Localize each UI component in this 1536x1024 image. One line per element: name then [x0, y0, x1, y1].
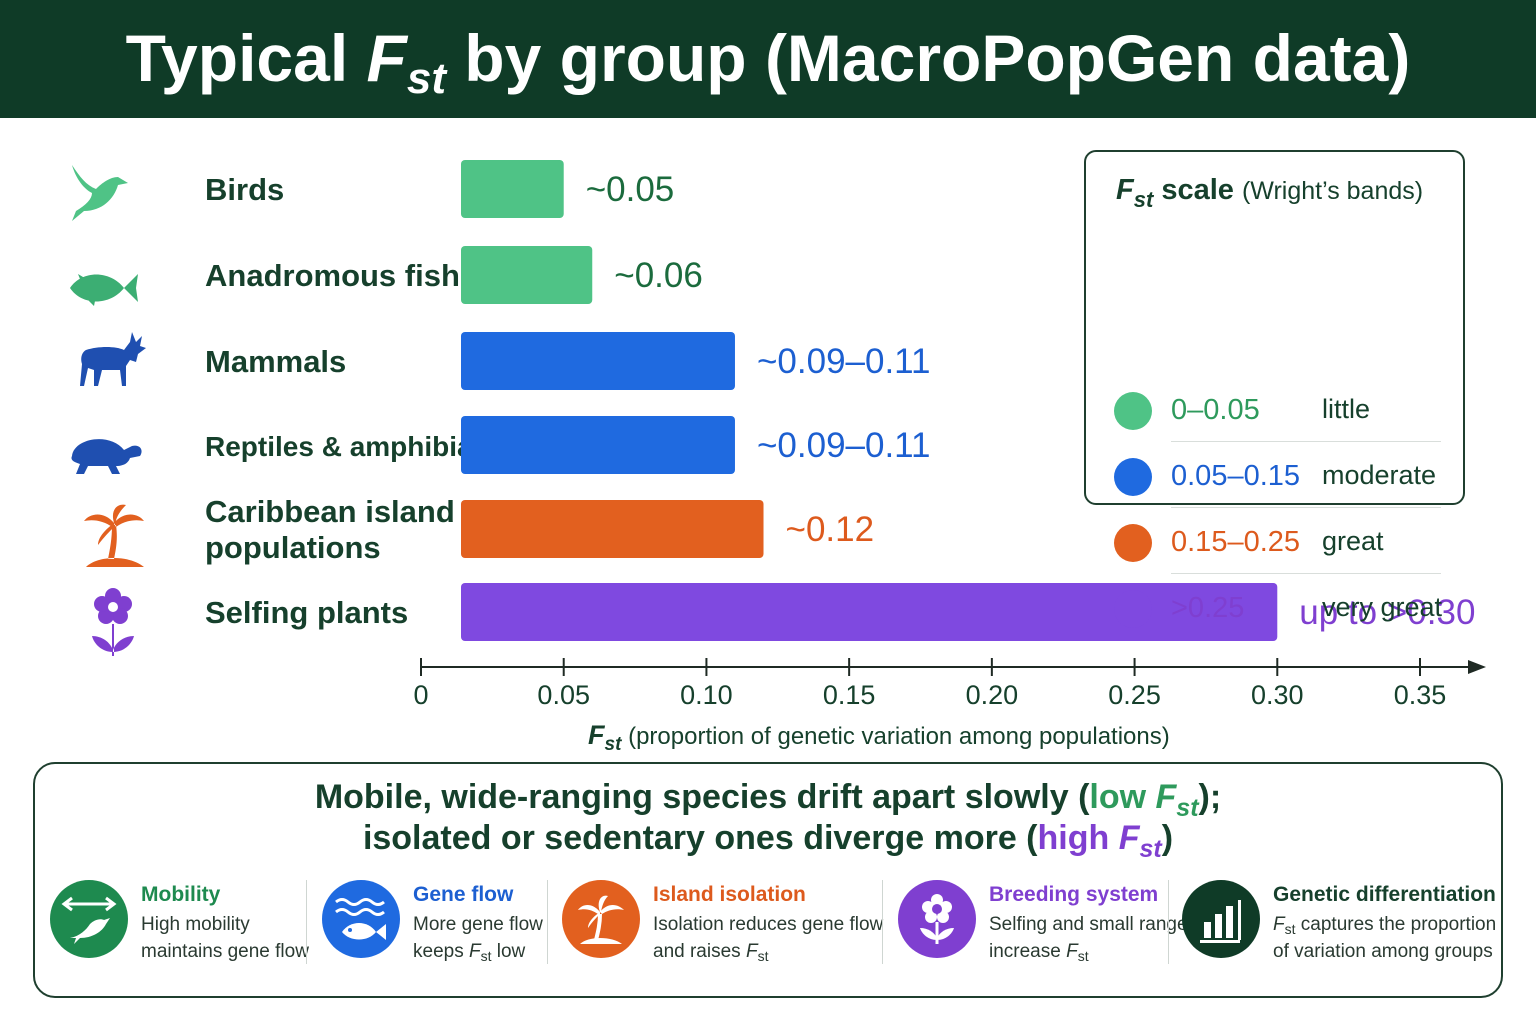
panel-title: Breeding system	[989, 883, 1159, 906]
legend-divider	[1171, 573, 1441, 574]
panel-text: High mobility	[141, 914, 250, 935]
bar	[461, 160, 564, 218]
panel-text: of variation among groups	[1273, 941, 1493, 962]
value-label: ~0.09–0.11	[757, 342, 931, 381]
palm-island-icon	[562, 880, 640, 958]
value-label: up to >0.30	[1299, 593, 1475, 632]
waves-fish-icon	[322, 880, 400, 958]
category-label: Reptiles & amphibians	[205, 431, 505, 462]
legend-item-moderate: 0.05–0.15 moderate	[1114, 444, 1442, 508]
panel-divider	[306, 880, 307, 964]
legend-dot	[1114, 590, 1152, 628]
legend-item-little: 0–0.05 little	[1114, 378, 1442, 442]
legend-word: great	[1322, 526, 1384, 556]
x-tick-label: 0.15	[823, 680, 876, 710]
x-tick-label: 0.30	[1251, 680, 1304, 710]
high-fst-highlight: high Fst	[1037, 819, 1162, 863]
page-title: Typical Fst by group (MacroPopGen data)	[125, 21, 1411, 103]
legend-dot	[1114, 392, 1152, 430]
legend-word: very great	[1322, 592, 1443, 622]
panel-text: and raises Fst	[653, 941, 769, 964]
panel-divider	[882, 880, 883, 964]
category-label: Anadromous fish	[205, 258, 460, 293]
category-label: Selfing plants	[205, 595, 408, 630]
low-fst-highlight: low Fst	[1089, 778, 1199, 822]
x-tick-label: 0.25	[1108, 680, 1161, 710]
bar	[461, 583, 1278, 641]
panel-text: keeps Fst low	[413, 941, 526, 964]
x-axis-arrow	[1468, 660, 1486, 674]
panel-divider	[1168, 880, 1169, 964]
deer-icon	[80, 332, 146, 386]
legend-range: 0–0.05	[1171, 394, 1260, 426]
panel-text: Fst captures the proportion	[1273, 914, 1497, 937]
summary-line-1: Mobile, wide-ranging species drift apart…	[314, 778, 1222, 822]
x-axis-title: Fst (proportion of genetic variation amo…	[588, 720, 1170, 755]
value-label: ~0.12	[786, 510, 875, 549]
x-tick-label: 0	[413, 680, 428, 710]
panel-mobility: Mobility High mobility maintains gene fl…	[50, 878, 309, 988]
fst-scale-legend: Fst scale (Wright’s bands) 0–0.05 little…	[1084, 150, 1465, 628]
panel-island-isolation: Island isolation Isolation reduces gene …	[562, 878, 883, 988]
legend-title: Fst scale (Wright’s bands)	[1116, 174, 1424, 212]
panel-text: increase Fst	[989, 941, 1089, 964]
panel-text: More gene flow	[413, 914, 543, 935]
panel-title: Gene flow	[413, 883, 514, 906]
legend-range: 0.15–0.25	[1171, 526, 1301, 558]
panel-title: Mobility	[141, 883, 221, 906]
legend-divider	[1171, 507, 1441, 508]
panel-genetic-differentiation: Genetic differentiation Fst captures the…	[1182, 878, 1496, 988]
value-label: ~0.09–0.11	[757, 426, 931, 465]
bar	[461, 246, 593, 304]
panel-text: maintains gene flow	[141, 941, 309, 962]
panel-divider	[547, 880, 548, 964]
legend-range: >0.25	[1171, 592, 1245, 624]
category-label: Birds	[205, 172, 284, 207]
x-tick-label: 0.10	[680, 680, 733, 710]
panel-breeding-system: Breeding system Selfing and small ranges…	[898, 878, 1197, 988]
bar-chart-icon	[1182, 880, 1260, 958]
panel-title: Island isolation	[653, 883, 806, 906]
panel-title: Genetic differentiation	[1273, 883, 1496, 906]
summary-line-2: isolated or sedentary ones diverge more …	[362, 819, 1174, 863]
panel-gene-flow: Gene flow More gene flow keeps Fst low	[322, 878, 544, 988]
header-banner: Typical Fst by group (MacroPopGen data)	[0, 0, 1536, 118]
bar	[461, 332, 735, 390]
palm-island-icon	[84, 504, 144, 567]
panel-text: Isolation reduces gene flow	[653, 914, 884, 935]
bird-icon	[72, 165, 128, 221]
legend-word: moderate	[1322, 460, 1437, 490]
legend-item-very-great: >0.25 very great	[1114, 576, 1442, 638]
x-tick-label: 0.05	[537, 680, 590, 710]
flower-icon	[898, 880, 976, 958]
legend-dot	[1114, 458, 1152, 496]
legend-divider	[1171, 441, 1441, 442]
x-tick-label: 0.35	[1394, 680, 1447, 710]
legend-word: little	[1322, 394, 1371, 424]
value-label: ~0.05	[586, 170, 675, 209]
category-label: Mammals	[205, 344, 346, 379]
bar	[461, 416, 735, 474]
arrows-bird-icon	[50, 880, 128, 958]
turtle-icon	[71, 439, 142, 474]
legend-dot	[1114, 524, 1152, 562]
panel-text: Selfing and small ranges	[989, 914, 1198, 935]
value-label: ~0.06	[614, 256, 703, 295]
bar	[461, 500, 764, 558]
legend-item-great: 0.15–0.25 great	[1114, 510, 1442, 574]
fst-bar-chart: Birds ~0.05 Anadromous fish ~0.06 Mammals ~0.…	[70, 160, 1486, 755]
flower-icon	[92, 588, 134, 656]
x-tick-label: 0.20	[966, 680, 1019, 710]
summary-box: Mobile, wide-ranging species drift apart…	[33, 762, 1503, 998]
category-label: Caribbean island populations	[205, 494, 455, 565]
fish-icon	[70, 274, 138, 306]
legend-range: 0.05–0.15	[1171, 460, 1301, 492]
